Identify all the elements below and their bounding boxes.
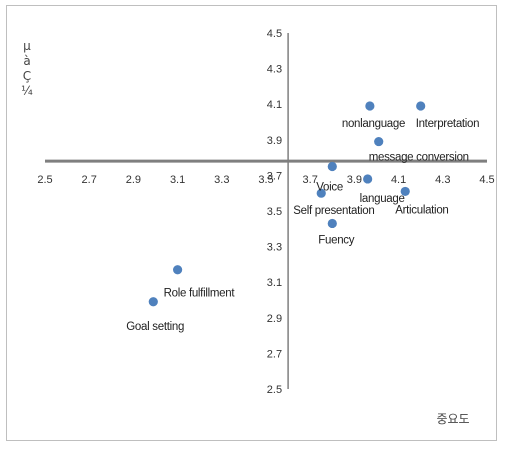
- data-point-fuency: [327, 218, 337, 229]
- x-tick-label: 3.7: [303, 174, 318, 186]
- data-label-interpretation: Interpretation: [416, 118, 480, 130]
- data-point-voice: [327, 161, 337, 172]
- x-tick-label: 2.7: [82, 174, 97, 186]
- data-label-language: language: [360, 193, 405, 205]
- data-point-message-conversion: [374, 136, 384, 147]
- x-tick-label: 4.1: [391, 174, 406, 186]
- x-tick-label: 3.1: [170, 174, 185, 186]
- data-point-nonlanguage: [365, 101, 375, 111]
- data-label-self-presentation: Self presentation: [293, 205, 374, 217]
- y-tick-label: 3.5: [267, 206, 282, 218]
- scatter-chart: 2.5 2.7 2.9 3.1 3.3 3.5 3.7 3.9 4.1 4.3 4.52.52.72…: [21, 28, 494, 426]
- y-tick-label: 3.9: [267, 135, 282, 147]
- y-tick-label: 4.1: [267, 99, 282, 111]
- y-axis-title-char: µ: [23, 39, 31, 53]
- x-tick-label: 2.9: [126, 174, 141, 186]
- x-tick-label: 4.5: [479, 174, 494, 186]
- y-tick-label: 3.7: [267, 170, 282, 182]
- data-point-role-fulfillment: [173, 265, 183, 275]
- data-label-voice: Voice: [316, 182, 343, 194]
- data-point-articulation: [400, 186, 410, 197]
- y-tick-label: 2.9: [267, 313, 282, 325]
- y-tick-label: 2.7: [267, 348, 282, 360]
- x-tick-label: 3.9: [347, 174, 362, 186]
- data-label-articulation: Articulation: [395, 204, 448, 216]
- data-label-fuency: Fuency: [318, 234, 354, 246]
- data-label-message-conversion: message conversion: [369, 152, 469, 164]
- data-label-nonlanguage: nonlanguage: [342, 118, 405, 130]
- x-tick-label: 3.5: [258, 174, 273, 186]
- y-axis-title-char: à: [23, 54, 30, 68]
- data-point-language: [363, 174, 373, 184]
- y-tick-label: 2.5: [267, 384, 282, 396]
- y-tick-label: 4.5: [267, 28, 282, 40]
- data-label-goal-setting: Goal setting: [126, 321, 184, 333]
- data-label-role-fulfillment: Role fulfillment: [164, 288, 236, 300]
- y-axis-title-char: ¼: [21, 84, 33, 98]
- x-tick-label: 3.3: [214, 174, 229, 186]
- chart-frame: 2.5 2.7 2.9 3.1 3.3 3.5 3.7 3.9 4.1 4.3 4.5 2.5 2.7 2…: [6, 5, 497, 441]
- x-axis-title: 중요도: [436, 412, 469, 426]
- y-tick-label: 4.3: [267, 64, 282, 76]
- y-tick-label: 3.3: [267, 242, 282, 254]
- y-axis-title-char: Ç: [23, 69, 31, 83]
- y-tick-label: 3.1: [267, 277, 282, 289]
- x-tick-label: 2.5: [37, 174, 52, 186]
- data-point-self-presentation: [316, 188, 326, 198]
- data-point-goal-setting: [148, 297, 158, 307]
- x-tick-label: 4.3: [435, 174, 450, 186]
- data-point-interpretation: [416, 101, 426, 111]
